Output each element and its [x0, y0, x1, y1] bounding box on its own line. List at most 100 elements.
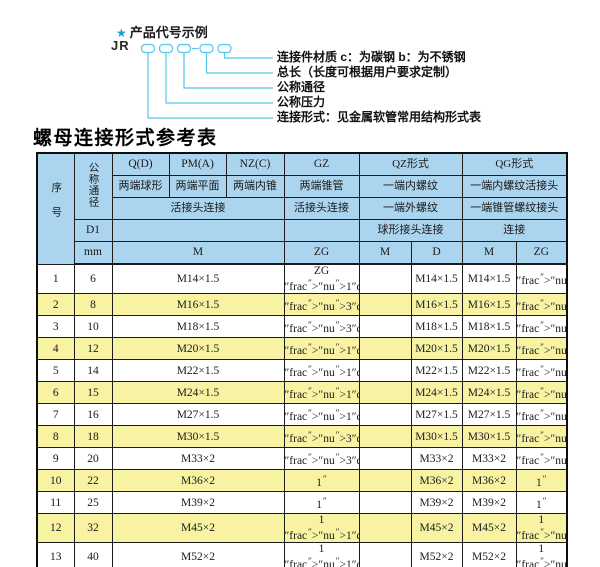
qz-d-cell: M20×1.5 [410, 337, 463, 360]
header-seq: 序号 [36, 152, 75, 265]
header-col-pm: PM(A) [168, 152, 227, 176]
header-col-gz: GZ [283, 152, 360, 176]
seq-cell: 9 [36, 447, 75, 470]
qg-zg-cell: 1″ [515, 469, 568, 492]
connector-line-pressure [165, 53, 273, 104]
nut-connection-table: 序号 公称通径 Q(D) PM(A) NZ(C) GZ QZ形式 QG形式 两端… [36, 152, 569, 567]
qg-zg-cell: 1 ″frac″>″nu″>1″de″>4″ [515, 513, 568, 543]
table-title: 螺母连接形式参考表 [33, 127, 218, 149]
qg-zg-cell: ″frac″>″nu″>1″de″>2″ [515, 403, 568, 426]
m-cell: M22×1.5 [111, 359, 285, 382]
dn-cell: 40 [73, 542, 113, 567]
header-qg-zg: ZG [515, 241, 568, 265]
gz-cell: 1″ [283, 491, 360, 514]
qg-zg-cell: ″frac″>″nu″>3″de″>4″ [515, 447, 568, 470]
qz-d-cell: M16×1.5 [410, 293, 463, 316]
dn-cell: 32 [73, 513, 113, 543]
gz-cell: ZG ″frac″>″nu″>1″de″>4″ [283, 263, 360, 294]
code-prefix: JR [111, 38, 130, 53]
qg-m-cell: M14×1.5 [461, 263, 517, 294]
gz-cell: ″frac″>″nu″>1″de″>2″ [283, 337, 360, 360]
table-row: 615M24×1.5″frac″>″nu″>1″de″>2″M24×1.5M24… [36, 381, 568, 404]
header-r3-qg: 一端锥管螺纹接头 [461, 197, 568, 220]
m-cell: M18×1.5 [111, 315, 285, 338]
code-box-1 [140, 43, 156, 54]
qg-zg-cell: ″frac″>″nu″>3″de″>8″ [515, 315, 568, 338]
code-label-2: 总长（长度可根据用户要求定制） [277, 65, 458, 79]
table-row: 310M18×1.5″frac″>″nu″>3″de″>8″M18×1.5M18… [36, 315, 568, 338]
header-mm: mm [73, 241, 113, 265]
gz-cell: ″frac″>″nu″>3″de″>8″ [283, 315, 360, 338]
code-label-4: 公称压力 [277, 95, 326, 109]
header-qz-m: M [358, 241, 412, 265]
qz-d-cell: M27×1.5 [410, 403, 463, 426]
connector-line-length [205, 53, 273, 74]
qg-m-cell: M33×2 [461, 447, 517, 470]
table-row: 716M27×1.5″frac″>″nu″>1″de″>2″M27×1.5M27… [36, 403, 568, 426]
table-row: 28M16×1.5″frac″>″nu″>3″de″>8″M16×1.5M16×… [36, 293, 568, 316]
m-cell: M45×2 [111, 513, 285, 543]
qz-d-cell: M52×2 [410, 542, 463, 567]
product-code-diagram [140, 43, 273, 119]
gz-cell: 1″ [283, 469, 360, 492]
qg-m-cell: M52×2 [461, 542, 517, 567]
code-box-5 [217, 43, 232, 54]
empty-cell [283, 219, 360, 242]
connector-line-form [147, 53, 273, 119]
dn-cell: 16 [73, 403, 113, 426]
qg-m-cell: M22×1.5 [461, 359, 517, 382]
m-cell: M16×1.5 [111, 293, 285, 316]
dn-cell: 22 [73, 469, 113, 492]
header-d1: D1 [73, 219, 113, 242]
seq-cell: 13 [36, 542, 75, 567]
code-label-5: 连接形式：见金属软管常用结构形式表 [277, 110, 482, 124]
qz-d-cell: M39×2 [410, 491, 463, 514]
qz-d-cell: M14×1.5 [410, 263, 463, 294]
header-sub-gz: 两端锥管 [283, 175, 360, 198]
qz-m-cell [358, 337, 412, 360]
seq-cell: 4 [36, 337, 75, 360]
diagram-title: 产品代号示例 [129, 25, 208, 40]
gz-cell: 1 ″frac″>″nu″>1″de″>2″ [283, 542, 360, 567]
qz-m-cell [358, 293, 412, 316]
qz-d-cell: M18×1.5 [410, 315, 463, 338]
dn-cell: 14 [73, 359, 113, 382]
qg-m-cell: M36×2 [461, 469, 517, 492]
star-icon: ★ [116, 26, 127, 40]
qg-zg-cell: 1″ [515, 491, 568, 514]
header-m-wide: M [111, 241, 285, 265]
qg-m-cell: M18×1.5 [461, 315, 517, 338]
m-cell: M30×1.5 [111, 425, 285, 448]
qz-d-cell: M36×2 [410, 469, 463, 492]
header-sub-qg: 一端内螺纹活接头 [461, 175, 568, 198]
qz-m-cell [358, 263, 412, 294]
qg-m-cell: M20×1.5 [461, 337, 517, 360]
qz-m-cell [358, 359, 412, 382]
m-cell: M33×2 [111, 447, 285, 470]
qz-m-cell [358, 491, 412, 514]
header-col-nz: NZ(C) [225, 152, 285, 176]
qz-m-cell [358, 542, 412, 567]
header-sub-pm: 两端平面 [168, 175, 227, 198]
header-qz-d: D [410, 241, 463, 265]
qz-d-cell: M24×1.5 [410, 381, 463, 404]
connector-line-material [223, 53, 273, 59]
qz-m-cell [358, 447, 412, 470]
qz-d-cell: M33×2 [410, 447, 463, 470]
code-box-4 [199, 43, 214, 54]
dn-cell: 25 [73, 491, 113, 514]
m-cell: M39×2 [111, 491, 285, 514]
qg-zg-cell: ″frac″>″nu″>1″de″>2″ [515, 359, 568, 382]
seq-cell: 7 [36, 403, 75, 426]
header-union-gz: 活接头连接 [283, 197, 360, 220]
code-box-2 [158, 43, 174, 54]
qz-m-cell [358, 315, 412, 338]
qz-d-cell: M22×1.5 [410, 359, 463, 382]
gz-cell: 1 ″frac″>″nu″>1″de″>4″ [283, 513, 360, 543]
qz-m-cell [358, 425, 412, 448]
